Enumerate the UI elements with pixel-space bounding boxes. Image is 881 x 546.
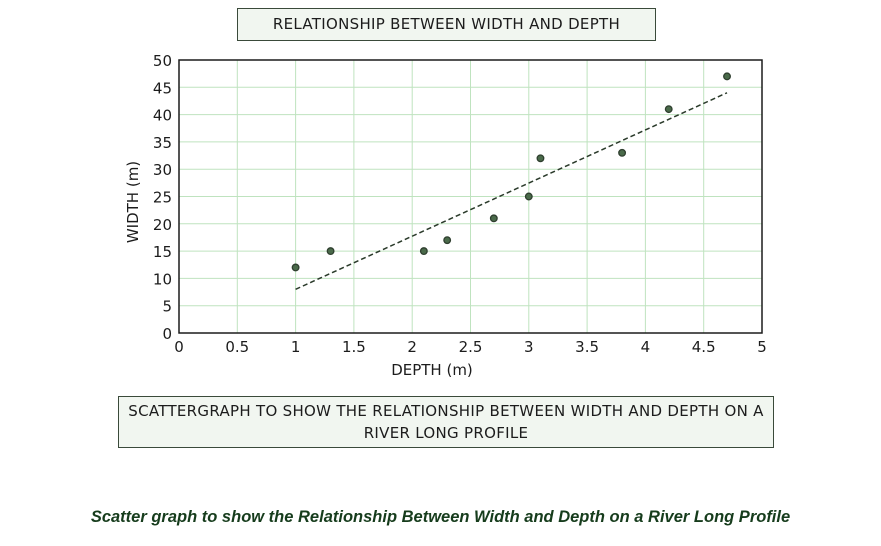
x-tick-label: 4 [641,338,651,356]
y-axis-label: WIDTH (m) [124,161,142,243]
y-ticks: 0 5 10 15 20 25 30 35 40 45 50 [153,52,172,343]
y-tick-label: 20 [153,216,172,234]
y-tick-label: 45 [153,79,172,97]
grid [178,59,763,334]
x-tick-label: 2.5 [459,338,483,356]
data-point [489,214,498,223]
y-tick-label: 40 [153,107,172,125]
x-tick-label: 1.5 [342,338,366,356]
data-point [618,148,627,157]
figure-caption: Scatter graph to show the Relationship B… [90,508,791,526]
data-point [664,105,673,114]
points [291,72,731,272]
x-tick-label: 2 [407,338,417,356]
x-ticks: 0 0.5 1 1.5 2 2.5 3 3.5 4 4.5 5 [174,338,767,356]
data-point [723,72,731,81]
chart-title: RELATIONSHIP BETWEEN WIDTH AND DEPTH [237,8,656,41]
data-point [443,236,452,245]
x-tick-label: 1 [291,338,301,356]
data-point [524,192,533,201]
y-tick-label: 10 [153,270,172,288]
trendline [295,92,728,291]
x-tick-label: 4.5 [692,338,716,356]
plot-frame [178,59,763,334]
data-point [536,154,545,163]
y-tick-label: 15 [153,243,172,261]
data-point [419,247,428,256]
y-tick-label: 0 [162,325,172,343]
y-tick-label: 30 [153,161,172,179]
data-point [326,247,335,256]
chart-caption: SCATTERGRAPH TO SHOW THE RELATIONSHIP BE… [118,396,774,448]
x-tick-label: 0 [174,338,184,356]
y-tick-label: 5 [162,298,172,316]
x-tick-label: 0.5 [225,338,249,356]
x-tick-label: 3 [524,338,534,356]
y-tick-label: 35 [153,134,172,152]
x-tick-label: 5 [757,338,767,356]
x-axis-label: DEPTH (m) [391,361,473,379]
x-tick-label: 3.5 [575,338,599,356]
y-tick-label: 25 [153,189,172,207]
y-tick-label: 50 [153,52,172,70]
data-point [291,263,300,272]
